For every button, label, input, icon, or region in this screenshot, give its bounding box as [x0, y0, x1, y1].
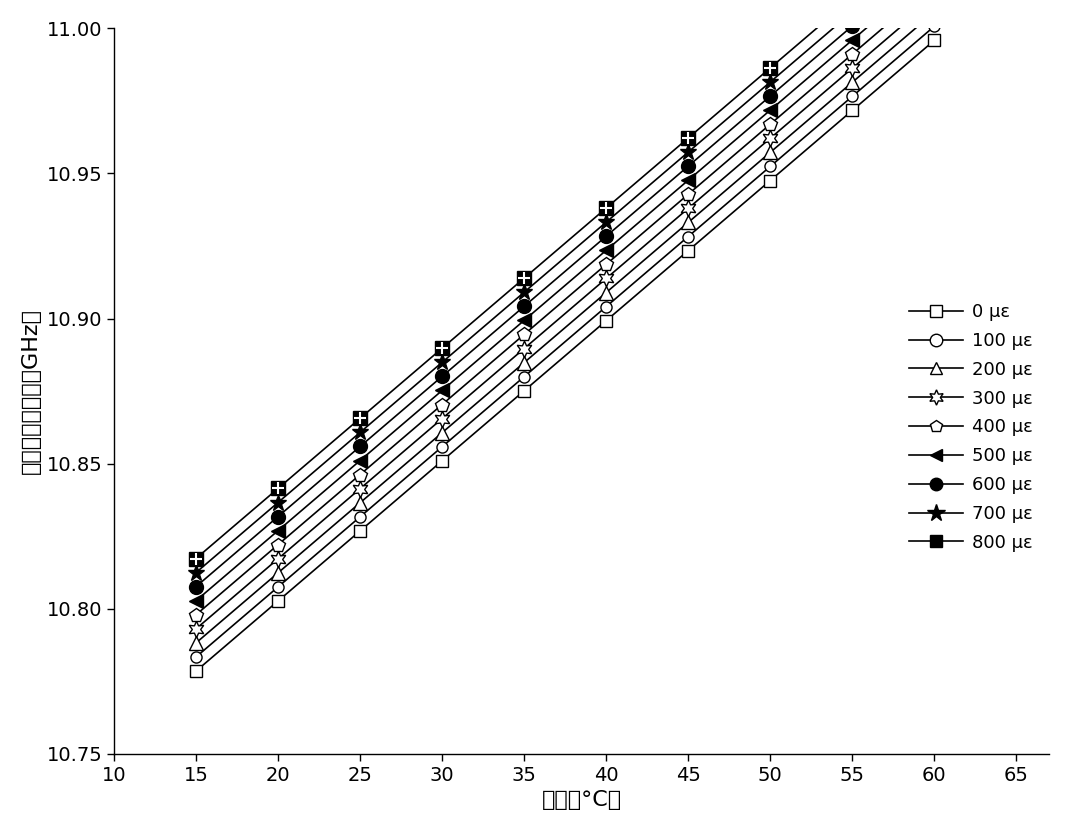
Y-axis label: 布里渊频率漂移（GHz）: 布里渊频率漂移（GHz）	[20, 308, 41, 474]
X-axis label: 温度（°C）: 温度（°C）	[541, 790, 622, 810]
Legend: 0 με, 100 με, 200 με, 300 με, 400 με, 500 με, 600 με, 700 με, 800 με: 0 με, 100 με, 200 με, 300 με, 400 με, 50…	[902, 296, 1040, 559]
